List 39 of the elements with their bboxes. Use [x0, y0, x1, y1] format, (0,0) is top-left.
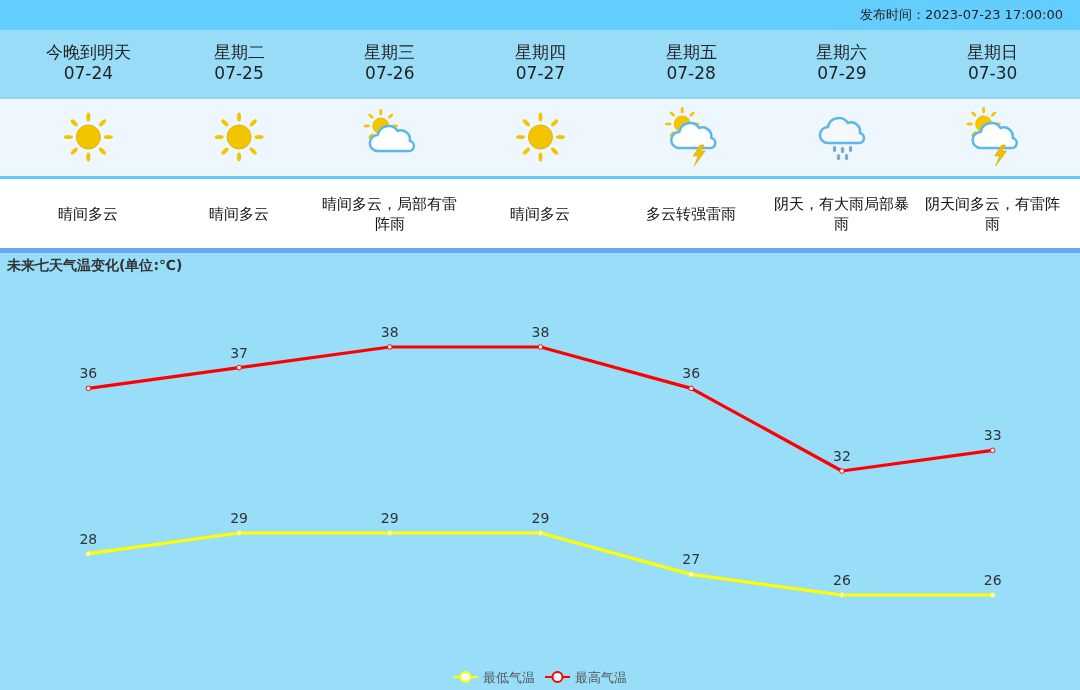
legend-label: 最低气温 — [483, 669, 535, 685]
data-label: 36 — [682, 365, 701, 382]
category-label: 星期三 — [363, 42, 417, 63]
data-label: 38 — [380, 324, 399, 340]
text: 发布时间：2023-07-23 17:00:00 — [859, 6, 1063, 24]
data-label: 37 — [230, 344, 248, 361]
data-label: 28 — [79, 530, 98, 547]
category-label: 星期日 — [966, 42, 1020, 63]
text: 晴间多云 — [57, 203, 120, 224]
data-label: 29 — [531, 510, 550, 526]
text: 07-24 — [62, 63, 115, 84]
text: 阴天间多云，有雷阵雨 — [924, 193, 1062, 234]
text: 多云转强雷雨 — [645, 203, 738, 224]
data-label: 26 — [833, 572, 851, 588]
data-label: 29 — [380, 510, 399, 526]
category-label: 星期五 — [664, 42, 718, 63]
category-label: 星期四 — [514, 42, 567, 63]
category-label: 今晚到明天 — [44, 42, 132, 63]
text: 阴天，有大雨局部暴雨 — [773, 193, 911, 234]
data-label: 27 — [682, 551, 701, 568]
category-label: 星期二 — [212, 42, 266, 63]
text: 07-27 — [514, 63, 567, 84]
text: 07-25 — [213, 63, 265, 84]
text: 07-30 — [966, 63, 1019, 84]
category-label: 星期六 — [815, 42, 869, 63]
data-label: 26 — [983, 572, 1002, 588]
text: 晴间多云 — [208, 203, 271, 224]
chart-title: 未来七天气温变化(单位:℃) — [6, 257, 183, 273]
data-label: 33 — [983, 427, 1002, 444]
data-label: 32 — [833, 448, 851, 464]
text: 07-26 — [364, 63, 416, 84]
data-label: 36 — [79, 365, 98, 382]
text: 07-28 — [665, 63, 717, 84]
text: 晴间多云 — [509, 203, 572, 224]
data-label: 38 — [531, 324, 550, 340]
legend-label: 最高气温 — [575, 669, 627, 685]
data-label: 29 — [230, 510, 248, 526]
text: 晴间多云，局部有雷阵雨 — [321, 193, 459, 234]
text: 07-29 — [816, 63, 868, 84]
